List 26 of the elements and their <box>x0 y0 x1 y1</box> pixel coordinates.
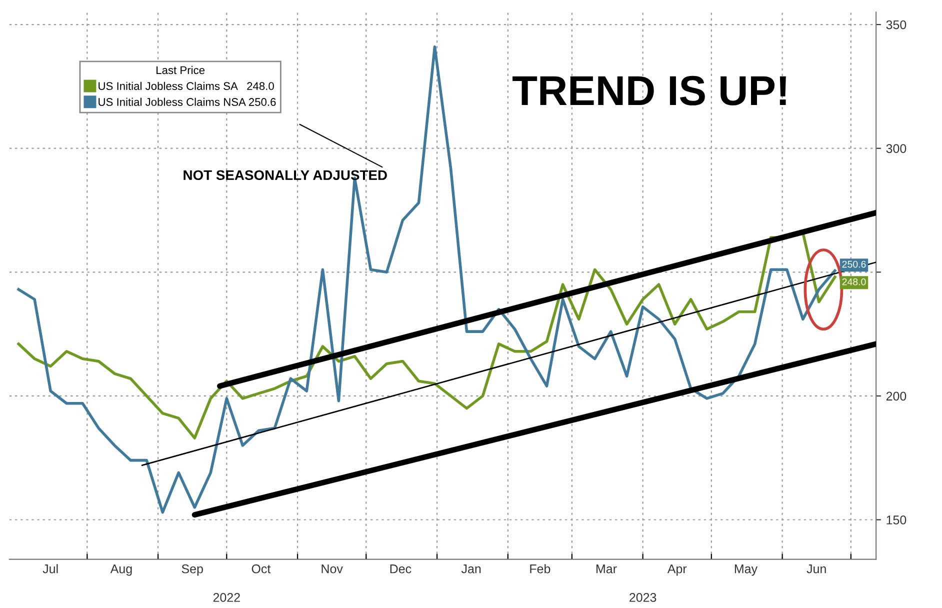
x-tick-label: Jul <box>42 564 58 574</box>
x-tick-label: Sep <box>182 564 203 576</box>
text: 2022 <box>213 593 240 602</box>
x-tick-label: Mar <box>596 564 617 574</box>
x-tick-label: Feb <box>530 564 550 574</box>
legend-label: US Initial Jobless Claims SA 248.0 <box>98 82 274 90</box>
x-tick-label: Aug <box>110 564 132 576</box>
line-series <box>17 45 836 514</box>
annotation: NOT SEASONALLY ADJUSTED <box>184 170 387 180</box>
y-tick-label: 200 <box>886 392 906 401</box>
annotation: TREND IS UP! <box>512 76 786 106</box>
y-tick-label: 300 <box>886 144 906 153</box>
data-label: 248.0 <box>842 278 866 286</box>
x-tick-label: Oct <box>252 564 271 574</box>
x-tick-label: Dec <box>390 564 412 574</box>
text: 2023 <box>630 593 656 602</box>
x-tick-label: Nov <box>322 564 343 574</box>
x-tick-label: Jun <box>806 564 826 574</box>
y-tick-label: 150 <box>886 516 906 524</box>
legend-title: Last Price <box>156 66 205 74</box>
y-tick-label: 350 <box>886 20 906 30</box>
data-label: 250.6 <box>842 260 866 268</box>
x-tick-label: May <box>734 564 758 576</box>
x-tick-label: Jan <box>461 564 481 574</box>
x-tick-label: Apr <box>667 564 687 576</box>
legend-label: US Initial Jobless Claims NSA 250.6 <box>98 98 276 106</box>
